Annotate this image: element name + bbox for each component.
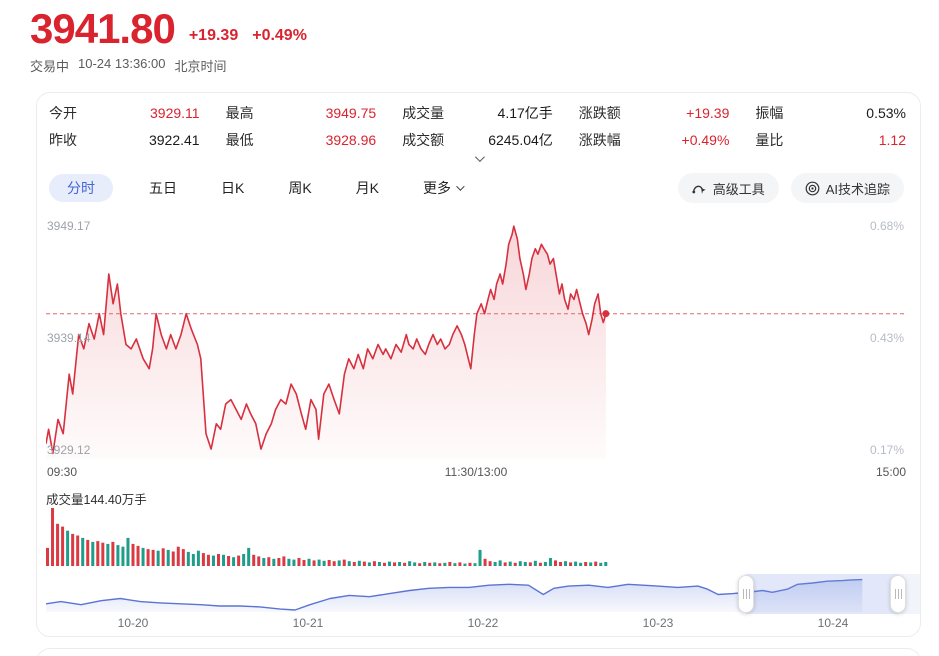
- stat-value: 3922.41: [148, 132, 200, 148]
- stat-label: 涨跌幅: [578, 132, 621, 148]
- timezone-label: 北京时间: [174, 59, 227, 74]
- stat-label: 振幅: [755, 105, 784, 121]
- stat-label: 成交量: [402, 105, 445, 121]
- navigator-area-chart: [46, 578, 863, 612]
- stat-value: +0.49%: [681, 132, 730, 148]
- ai-tracking-button[interactable]: AI技术追踪: [790, 173, 904, 203]
- chart-actions: 高级工具 AI技术追踪: [677, 173, 904, 203]
- stat-label: 量比: [755, 132, 784, 148]
- chart-tabs: 分时 五日 日K 周K 月K 更多: [49, 173, 470, 203]
- volume-label: 成交量144.40万手: [46, 493, 147, 507]
- date-label-10-23: 10-23: [642, 616, 674, 630]
- stat-振幅: 振幅 0.53%: [755, 103, 906, 123]
- intraday-line-chart[interactable]: [46, 216, 906, 461]
- stat-涨跌幅: 涨跌幅 +0.49%: [579, 130, 730, 150]
- stat-label: 最高: [225, 105, 254, 121]
- date-label-10-21: 10-21: [292, 616, 324, 630]
- advanced-tools-label: 高级工具: [712, 181, 765, 197]
- stat-成交额: 成交额 6245.04亿: [402, 130, 553, 150]
- date-navigator[interactable]: [46, 574, 920, 614]
- advanced-tools-button[interactable]: 高级工具: [677, 173, 779, 203]
- stat-最低: 最低 3928.96: [226, 130, 377, 150]
- stats-expand-button[interactable]: [467, 151, 491, 165]
- market-status-line: 交易中 10-24 13:36:00 北京时间: [30, 56, 227, 75]
- quote-datetime: 10-24 13:36:00: [78, 56, 166, 71]
- stats-grid: 今开 3929.11 最高 3949.75 成交量 4.17亿手 涨跌额 +19.39 振幅 0.…: [49, 103, 906, 150]
- stat-value: 4.17亿手: [497, 105, 553, 121]
- quote-header: 3941.80 +19.39 +0.49%: [30, 6, 307, 52]
- price-change-percent: +0.49%: [252, 27, 307, 44]
- tab-分时[interactable]: 分时: [49, 174, 113, 202]
- ai-tracking-label: AI技术追踪: [825, 181, 890, 197]
- stat-value: +19.39: [686, 105, 730, 121]
- chevron-down-icon: [474, 151, 485, 162]
- stat-label: 涨跌额: [578, 105, 621, 121]
- date-label-10-20: 10-20: [117, 616, 149, 630]
- time-tick-midday: 11:30/13:00: [444, 465, 508, 479]
- stat-最高: 最高 3949.75: [226, 103, 377, 123]
- stat-label: 成交额: [402, 132, 445, 148]
- price-change: +19.39: [188, 27, 239, 44]
- current-price: 3941.80: [30, 5, 176, 52]
- path-tool-icon: [692, 185, 706, 194]
- navigator-dates: 10-20 10-21 10-22 10-23 10-24: [46, 616, 920, 632]
- date-label-10-22: 10-22: [467, 616, 499, 630]
- chart-card: 今开 3929.11 最高 3949.75 成交量 4.17亿手 涨跌额 +19.39 振幅 0.…: [36, 92, 921, 637]
- time-tick-open: 09:30: [47, 465, 78, 479]
- next-section-card: [36, 648, 921, 656]
- tab-五日[interactable]: 五日: [141, 174, 185, 202]
- stat-value: 3929.11: [150, 105, 200, 121]
- tab-周K[interactable]: 周K: [280, 174, 319, 202]
- more-label: 更多: [423, 180, 452, 196]
- tab-日K[interactable]: 日K: [213, 174, 252, 202]
- chevron-down-icon: [456, 182, 465, 191]
- stat-量比: 量比 1.12: [755, 130, 906, 150]
- stat-涨跌额: 涨跌额 +19.39: [579, 103, 730, 123]
- stat-昨收: 昨收 3922.41: [49, 130, 200, 150]
- time-tick-close: 15:00: [875, 465, 906, 479]
- tab-月K[interactable]: 月K: [348, 174, 387, 202]
- navigator-right-handle[interactable]: [890, 575, 907, 613]
- time-axis: 09:30 11:30/13:00 15:00: [46, 465, 906, 481]
- stat-value: 3928.96: [325, 132, 377, 148]
- stat-value: 6245.04亿: [488, 132, 553, 148]
- stat-value: 1.12: [878, 132, 906, 148]
- radar-icon: [805, 181, 820, 195]
- market-status: 交易中: [30, 59, 70, 74]
- stat-label: 最低: [225, 132, 254, 148]
- stat-value: 3949.75: [325, 105, 377, 121]
- stat-value: 0.53%: [866, 105, 906, 121]
- stat-成交量: 成交量 4.17亿手: [402, 103, 553, 123]
- tab-more[interactable]: 更多: [415, 174, 470, 202]
- stat-label: 昨收: [49, 132, 77, 148]
- navigator-left-handle[interactable]: [738, 575, 755, 613]
- navigator-selection[interactable]: [746, 574, 899, 614]
- volume-bar-chart[interactable]: [46, 506, 906, 566]
- stat-label: 今开: [49, 105, 77, 121]
- stat-今开: 今开 3929.11: [49, 103, 200, 123]
- date-label-10-24: 10-24: [817, 616, 849, 630]
